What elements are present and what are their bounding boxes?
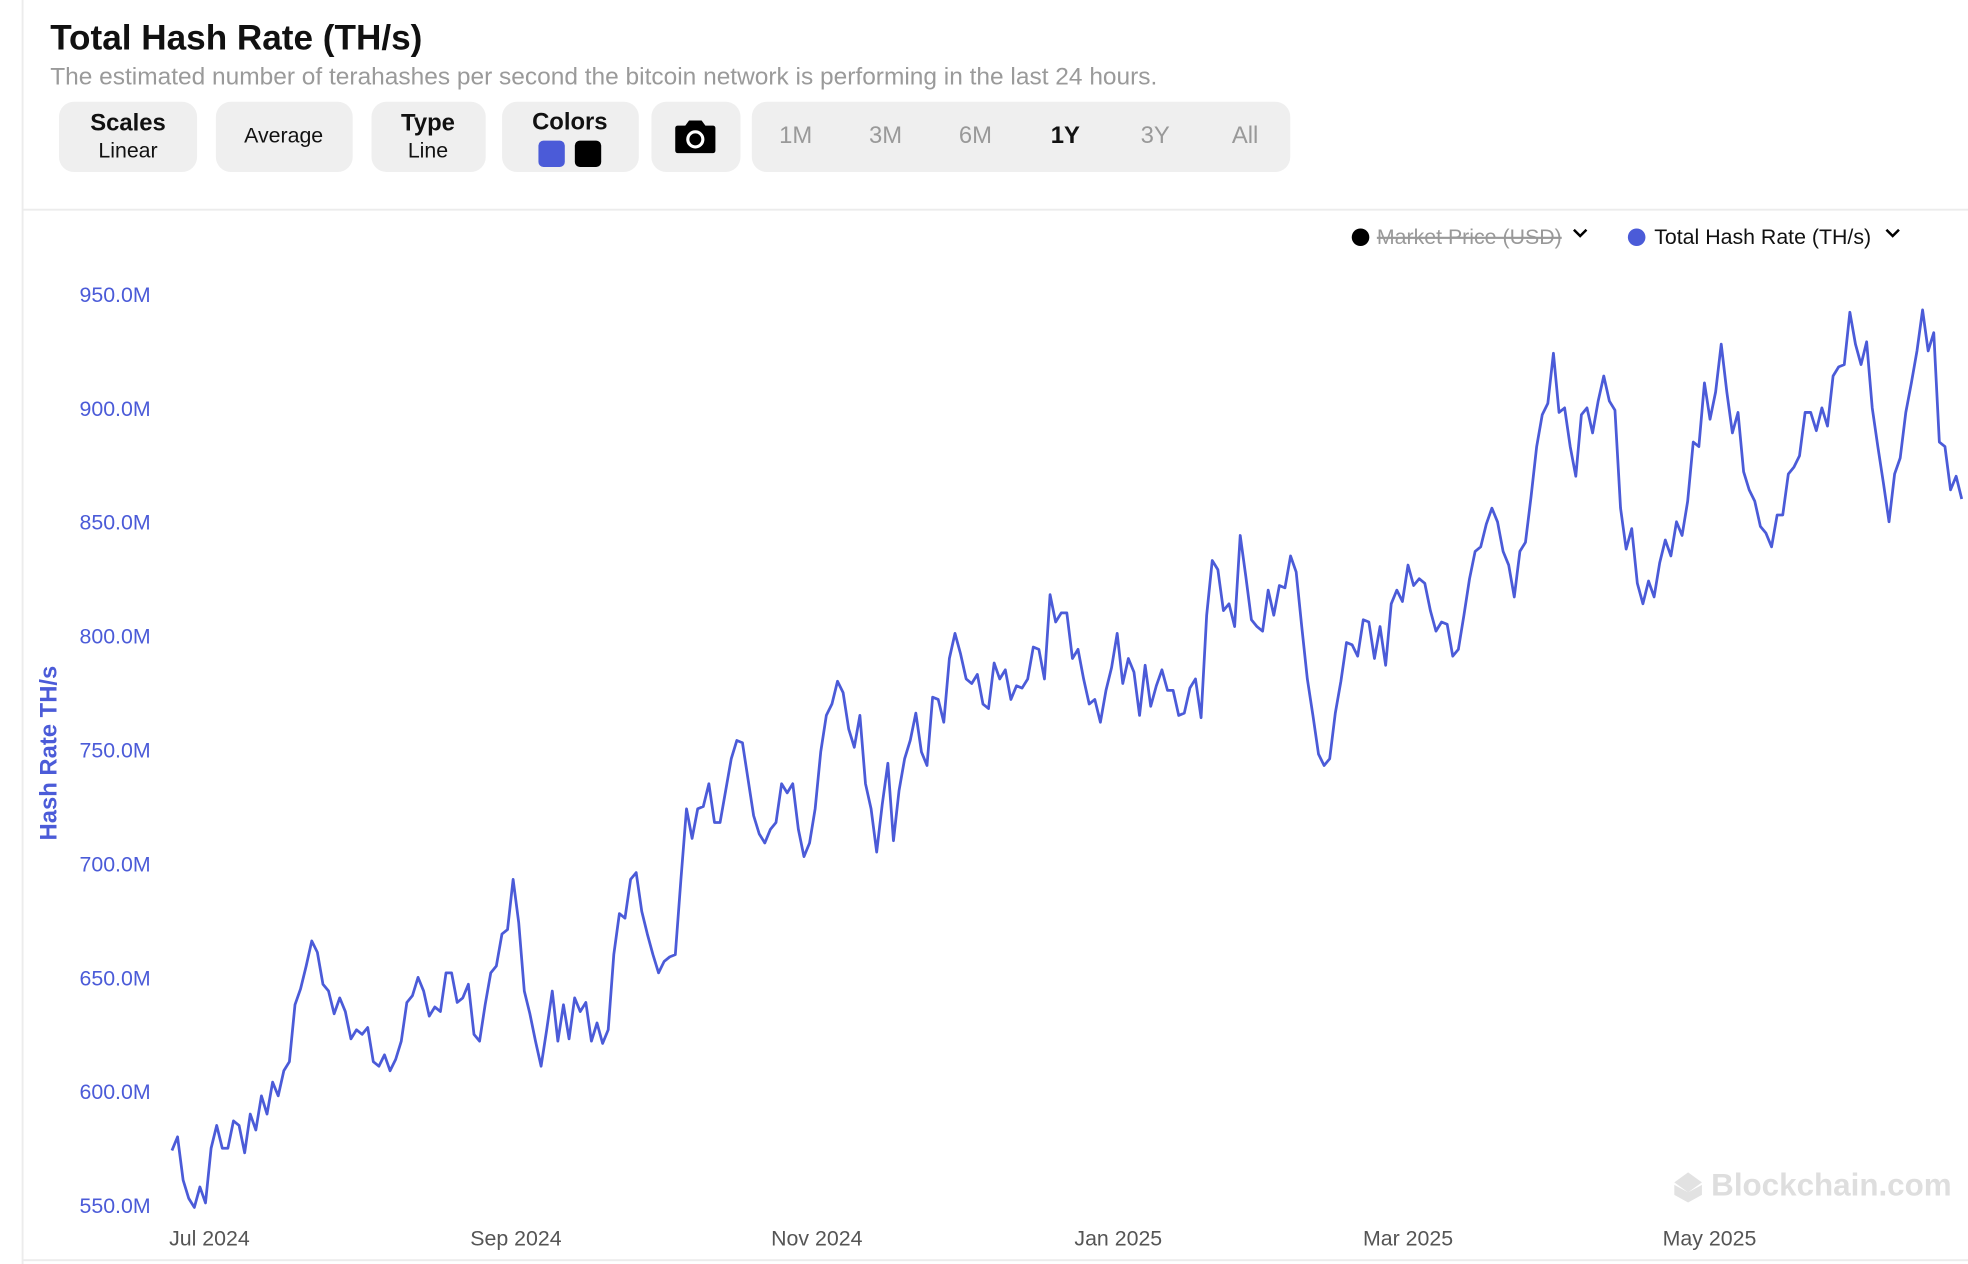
x-tick-label: May 2025 — [1663, 1227, 1757, 1251]
legend-label[interactable]: Market Price (USD) — [1377, 225, 1562, 249]
button-value: Linear — [98, 139, 157, 163]
y-tick-label: 900.0M — [79, 397, 150, 421]
legend-marker[interactable] — [1351, 228, 1370, 247]
button-value: Line — [408, 139, 448, 163]
watermark: Blockchain.com — [1674, 1168, 1952, 1203]
x-tick-label: Mar 2025 — [1363, 1227, 1453, 1251]
watermark-logo — [1674, 1172, 1702, 1203]
y-tick-label: 650.0M — [79, 966, 150, 990]
y-tick-label: 750.0M — [79, 739, 150, 763]
y-tick-label: 950.0M — [79, 283, 150, 307]
y-tick-label: 850.0M — [79, 511, 150, 535]
button-label: Colors — [532, 108, 607, 135]
y-tick-label: 700.0M — [79, 852, 150, 876]
average-button[interactable]: Average — [215, 101, 353, 173]
color-swatch[interactable] — [538, 140, 565, 167]
range-button[interactable]: 1Y — [1051, 122, 1080, 149]
button-label: Average — [244, 124, 323, 148]
x-tick-label: Jul 2024 — [169, 1227, 250, 1251]
range-selector: 1M 3M 6M 1Y 3Y All — [751, 101, 1291, 173]
x-tick-label: Nov 2024 — [771, 1227, 862, 1251]
range-button[interactable]: 3M — [869, 122, 902, 149]
x-tick-label: Sep 2024 — [470, 1227, 561, 1251]
legend-marker[interactable] — [1627, 228, 1646, 247]
legend-chevron[interactable] — [1573, 228, 1588, 238]
x-tick-label: Jan 2025 — [1074, 1227, 1162, 1251]
average-button-bg[interactable] — [215, 101, 353, 173]
y-tick-label: 600.0M — [79, 1080, 150, 1104]
type-button-bg[interactable] — [371, 101, 486, 173]
colors-button[interactable]: Colors — [502, 101, 639, 173]
button-label: Scales — [90, 110, 166, 137]
color-swatch[interactable] — [574, 140, 602, 167]
camera-icon — [675, 120, 716, 154]
chart-title: Total Hash Rate (TH/s) — [50, 19, 422, 58]
button-label: Type — [401, 110, 455, 137]
range-button[interactable]: 1M — [779, 122, 812, 149]
snapshot-button[interactable] — [651, 101, 741, 173]
camera-lens — [686, 130, 705, 149]
range-bg — [751, 101, 1291, 173]
range-button[interactable]: 3Y — [1141, 122, 1170, 149]
watermark-text: Blockchain.com — [1711, 1168, 1952, 1203]
range-button[interactable]: All — [1232, 122, 1258, 149]
range-button[interactable]: 6M — [959, 122, 992, 149]
data-line — [170, 308, 1964, 1209]
chart-subtitle: The estimated number of terahashes per s… — [50, 63, 1157, 90]
scales-button-bg[interactable] — [58, 101, 198, 173]
colors-button-bg[interactable] — [502, 101, 639, 173]
y-axis-title: Hash Rate TH/s — [36, 666, 63, 841]
legend-label[interactable]: Total Hash Rate (TH/s) — [1654, 225, 1871, 249]
y-tick-label: 550.0M — [79, 1194, 150, 1218]
y-tick-label: 800.0M — [79, 625, 150, 649]
legend-chevron[interactable] — [1885, 228, 1900, 238]
